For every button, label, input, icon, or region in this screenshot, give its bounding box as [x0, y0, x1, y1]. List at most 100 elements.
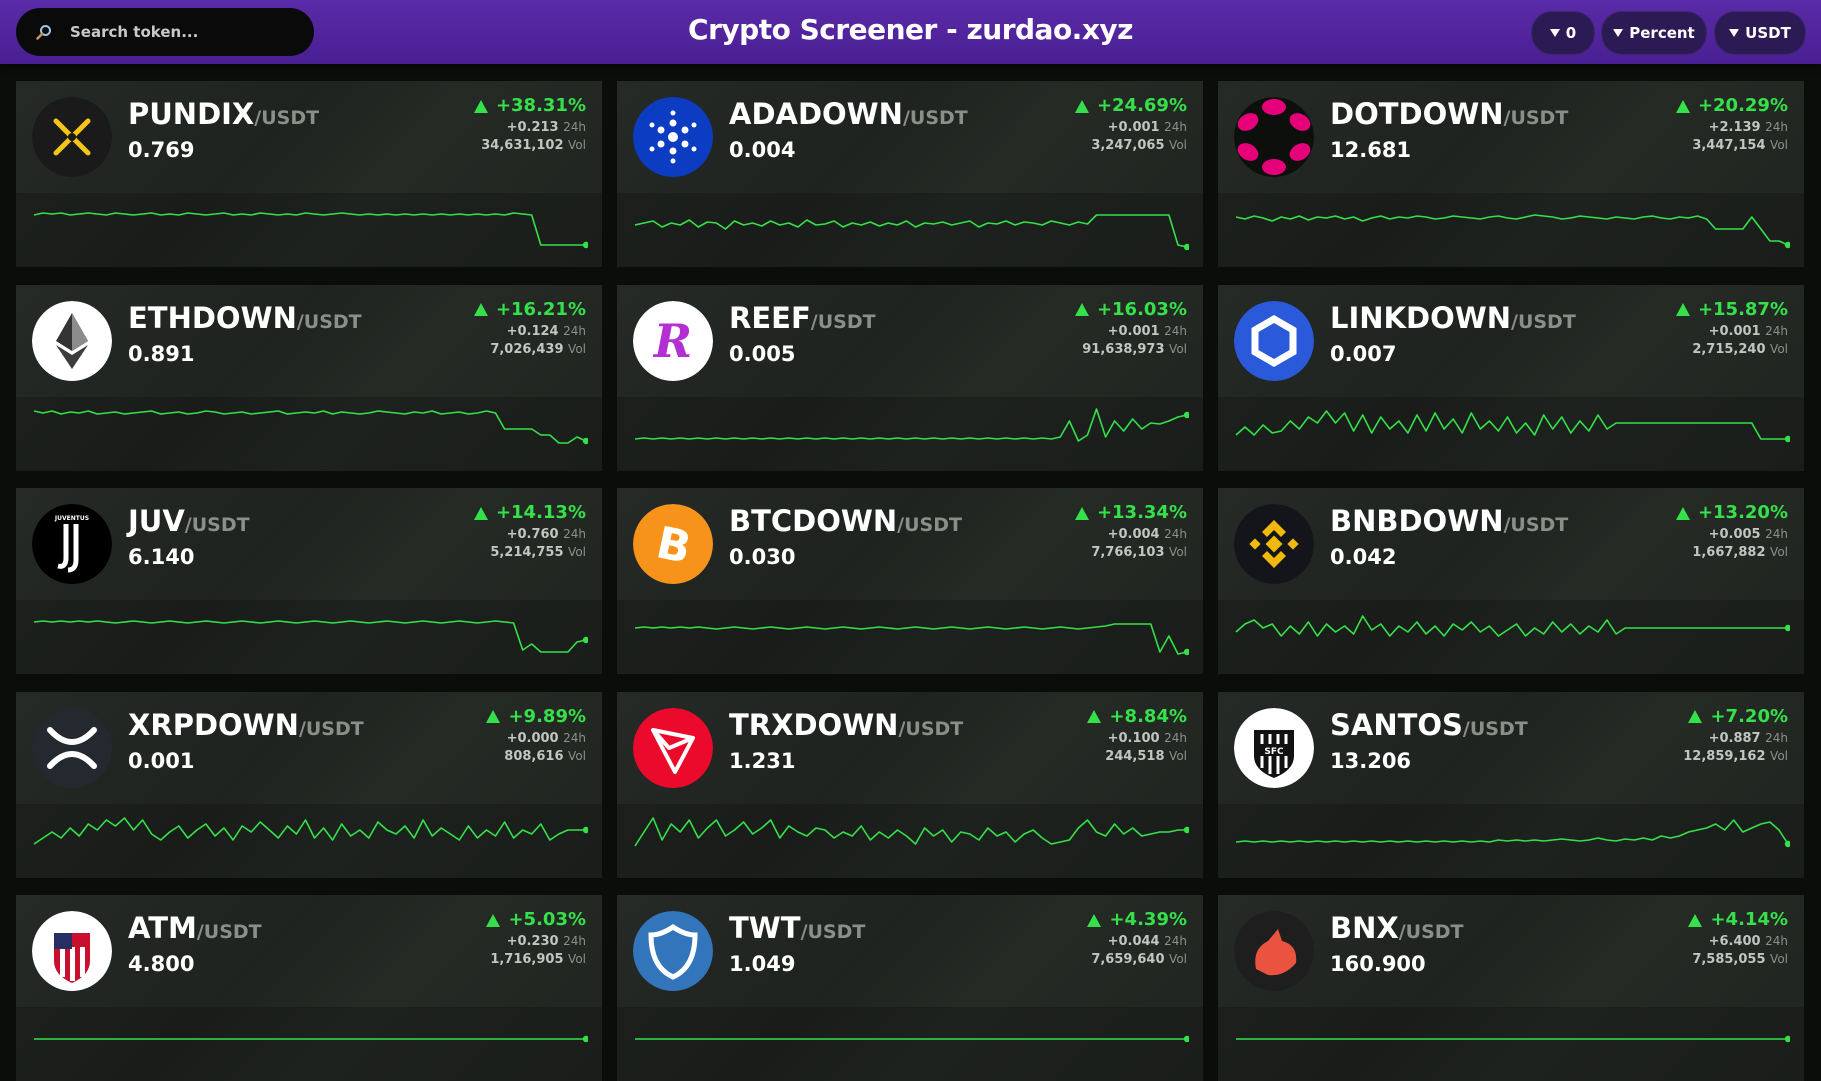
svg-text:JUVENTUS: JUVENTUS [54, 515, 89, 522]
token-stats: +13.20% +0.005 24h 1,667,882 Vol [1675, 504, 1788, 559]
token-card-juv[interactable]: JUVENTUS JUV/USDT 6.140 +14.13% +0.760 24h 5,… [16, 488, 602, 674]
search-input[interactable] [68, 22, 292, 42]
sort-mode-label: Percent [1629, 24, 1695, 42]
token-symbol: ETHDOWN/USDT [128, 301, 362, 335]
page-title: Crypto Screener - zurdao.xyz [688, 13, 1133, 46]
svg-text:SFC: SFC [1264, 747, 1284, 757]
base-symbol: BNBDOWN [1330, 504, 1504, 538]
sparkline-path [1235, 818, 1789, 844]
sparkline-chart [16, 803, 602, 878]
volume-value: 5,214,755 [490, 545, 564, 560]
token-stats: +20.29% +2.139 24h 3,447,154 Vol [1675, 97, 1788, 153]
quote-symbol: /USDT [184, 514, 250, 536]
base-symbol: DOTDOWN [1330, 97, 1504, 131]
change-value: +0.001 [1107, 120, 1160, 135]
volume-value: 3,247,065 [1091, 138, 1165, 153]
token-card-dotdown[interactable]: DOTDOWN/USDT 12.681 +20.29% +2.139 24h 3,447… [1218, 81, 1804, 267]
percent-value: +5.03% [508, 909, 586, 930]
filter-min-button[interactable]: 0 [1531, 11, 1595, 55]
chainlink-icon [1234, 300, 1314, 381]
volume-value: 12,859,162 [1683, 748, 1766, 764]
token-card-pundix[interactable]: PUNDIX/USDT 0.769 +38.31% +0.213 24h 34,631,… [16, 81, 602, 267]
filter-min-label: 0 [1565, 24, 1577, 42]
quote-currency-button[interactable]: USDT [1714, 11, 1806, 55]
sparkline-chart [16, 193, 602, 267]
volume: 12,859,162 Vol [1683, 750, 1788, 763]
arrow-up-icon [473, 303, 488, 316]
sparkline-path [634, 623, 1188, 655]
change-value: +0.004 [1107, 527, 1160, 542]
sparkline-chart [16, 396, 602, 471]
price-change-24h: +6.400 24h [1688, 935, 1788, 948]
sparkline-endpoint [582, 1035, 588, 1043]
price-change-24h: +0.213 24h [474, 121, 586, 134]
token-stats: +5.03% +0.230 24h 1,716,905 Vol [486, 911, 586, 966]
top-bar: Crypto Screener - zurdao.xyz 0 Percent U… [0, 0, 1821, 64]
token-symbol: REEF/USDT [729, 301, 876, 335]
token-card-adadown[interactable]: ADADOWN/USDT 0.004 +24.69% +0.001 24h 3,247,… [617, 81, 1203, 267]
volume-label: Vol [1770, 545, 1788, 559]
santos-icon: SFC [1234, 707, 1314, 788]
volume-label: Vol [568, 138, 586, 152]
token-card-trxdown[interactable]: TRXDOWN/USDT 1.231 +8.84% +0.100 24h 244,518… [617, 691, 1203, 878]
search-box[interactable] [16, 8, 314, 56]
sparkline-path [33, 409, 587, 444]
volume-value: 7,659,640 [1091, 952, 1165, 967]
token-stats: +16.03% +0.001 24h 91,638,973 Vol [1074, 300, 1187, 356]
volume-value: 3,447,154 [1692, 138, 1766, 153]
price-change-24h: +0.760 24h [474, 528, 586, 541]
change-value: +0.760 [506, 527, 559, 542]
arrow-up-icon [473, 99, 488, 113]
change-value: +0.044 [1107, 934, 1160, 949]
change-value: +0.001 [1107, 323, 1160, 339]
token-card-xrpdown[interactable]: XRPDOWN/USDT 0.001 +9.89% +0.000 24h 808,616… [16, 691, 602, 878]
percent-change: +13.34% [1074, 504, 1187, 522]
quote-symbol: /USDT [898, 717, 964, 740]
token-price: 0.042 [1330, 545, 1397, 569]
token-card-btcdown[interactable]: B BTCDOWN/USDT 0.030 +13.34% +0.004 24h 7,766… [617, 488, 1203, 674]
token-card-atm[interactable]: ATM/USDT 4.800 +5.03% +0.230 24h 1,716,905 V… [16, 895, 602, 1081]
sparkline-endpoint [1183, 648, 1189, 656]
base-symbol: BNX [1330, 911, 1399, 945]
period-label: 24h [1765, 120, 1788, 134]
quote-currency-label: USDT [1745, 24, 1791, 42]
price-change-24h: +0.230 24h [486, 935, 586, 948]
token-price: 160.900 [1330, 952, 1426, 976]
token-card-twt[interactable]: TWT/USDT 1.049 +4.39% +0.044 24h 7,659,640 V… [617, 895, 1203, 1081]
volume: 7,766,103 Vol [1075, 546, 1187, 559]
price-change-24h: +2.139 24h [1676, 121, 1788, 134]
percent-value: +38.31% [495, 95, 586, 116]
volume: 5,214,755 Vol [474, 546, 586, 559]
sparkline-chart [1218, 1007, 1804, 1081]
base-symbol: ATM [128, 911, 197, 945]
period-label: 24h [1765, 934, 1788, 948]
token-card-santos[interactable]: SFC SANTOS/USDT 13.206 +7.20% +0.887 24h 12,8… [1218, 691, 1804, 878]
quote-symbol: /USDT [1398, 921, 1464, 943]
volume-label: Vol [1770, 341, 1788, 356]
volume: 1,716,905 Vol [486, 953, 586, 966]
caret-down-icon [1549, 29, 1560, 37]
percent-change: +4.14% [1688, 911, 1788, 929]
token-card-bnx[interactable]: BNX/USDT 160.900 +4.14% +6.400 24h 7,585,055… [1218, 895, 1804, 1081]
sort-mode-button[interactable]: Percent [1601, 11, 1707, 55]
sparkline-path [33, 620, 587, 653]
token-symbol: JUV/USDT [128, 504, 250, 538]
token-stats: +16.21% +0.124 24h 7,026,439 Vol [473, 300, 586, 356]
token-card-linkdown[interactable]: LINKDOWN/USDT 0.007 +15.87% +0.001 24h 2,715… [1218, 284, 1804, 471]
base-symbol: REEF [729, 300, 811, 335]
trustwallet-icon [633, 911, 713, 991]
quote-symbol: /USDT [1462, 717, 1528, 740]
atletico-icon [32, 911, 112, 991]
volume: 1,667,882 Vol [1676, 546, 1788, 559]
price-change-24h: +0.001 24h [1676, 325, 1788, 338]
sparkline-endpoint [1183, 1035, 1189, 1043]
token-card-ethdown[interactable]: ETHDOWN/USDT 0.891 +16.21% +0.124 24h 7,026,… [16, 284, 602, 471]
quote-symbol: /USDT [1511, 310, 1576, 333]
base-symbol: TRXDOWN [729, 707, 899, 742]
token-card-reef[interactable]: R REEF/USDT 0.005 +16.03% +0.001 24h 91,638,9… [617, 284, 1203, 471]
token-card-bnbdown[interactable]: BNBDOWN/USDT 0.042 +13.20% +0.005 24h 1,667,… [1218, 488, 1804, 674]
sparkline-chart [617, 396, 1203, 471]
token-symbol: BTCDOWN/USDT [729, 504, 962, 538]
period-label: 24h [1164, 323, 1187, 338]
volume-label: Vol [1770, 138, 1788, 152]
